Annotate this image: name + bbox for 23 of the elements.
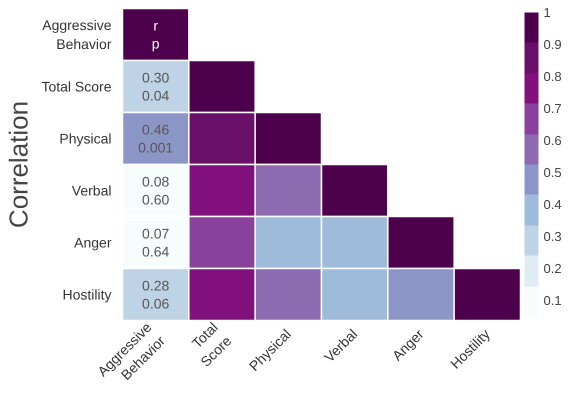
- y-tick-label: Total Score: [41, 78, 112, 94]
- data-label: 0.07 0.64: [142, 225, 170, 260]
- data-label: 0.08 0.60: [142, 173, 170, 208]
- color-bar-label: 0.5: [544, 165, 562, 180]
- y-axis-title: Correlation: [3, 100, 34, 228]
- y-tick-label: Hostility: [62, 286, 112, 302]
- color-bar-label: 0.3: [544, 229, 562, 244]
- color-bar-label: 0.4: [544, 197, 562, 212]
- data-label: 0.30 0.04: [142, 69, 170, 104]
- data-label: r p: [152, 17, 160, 52]
- color-bar-label: 0.6: [544, 133, 562, 148]
- color-bar-label: 0.1: [544, 293, 562, 308]
- y-tick-label: Anger: [74, 234, 112, 250]
- y-tick-label: Aggressive Behavior: [42, 16, 112, 52]
- y-tick-label: Physical: [59, 130, 112, 146]
- color-bar-label: 0.8: [544, 69, 562, 84]
- color-bar-label: 0.9: [544, 37, 562, 52]
- y-tick-label: Verbal: [72, 182, 112, 198]
- data-label: 0.46 0.001: [138, 121, 174, 156]
- color-bar-label: 0.2: [544, 261, 562, 276]
- color-bar-label: 0.7: [544, 101, 562, 116]
- color-bar-label: 1: [544, 5, 551, 20]
- data-label: 0.28 0.06: [142, 277, 170, 312]
